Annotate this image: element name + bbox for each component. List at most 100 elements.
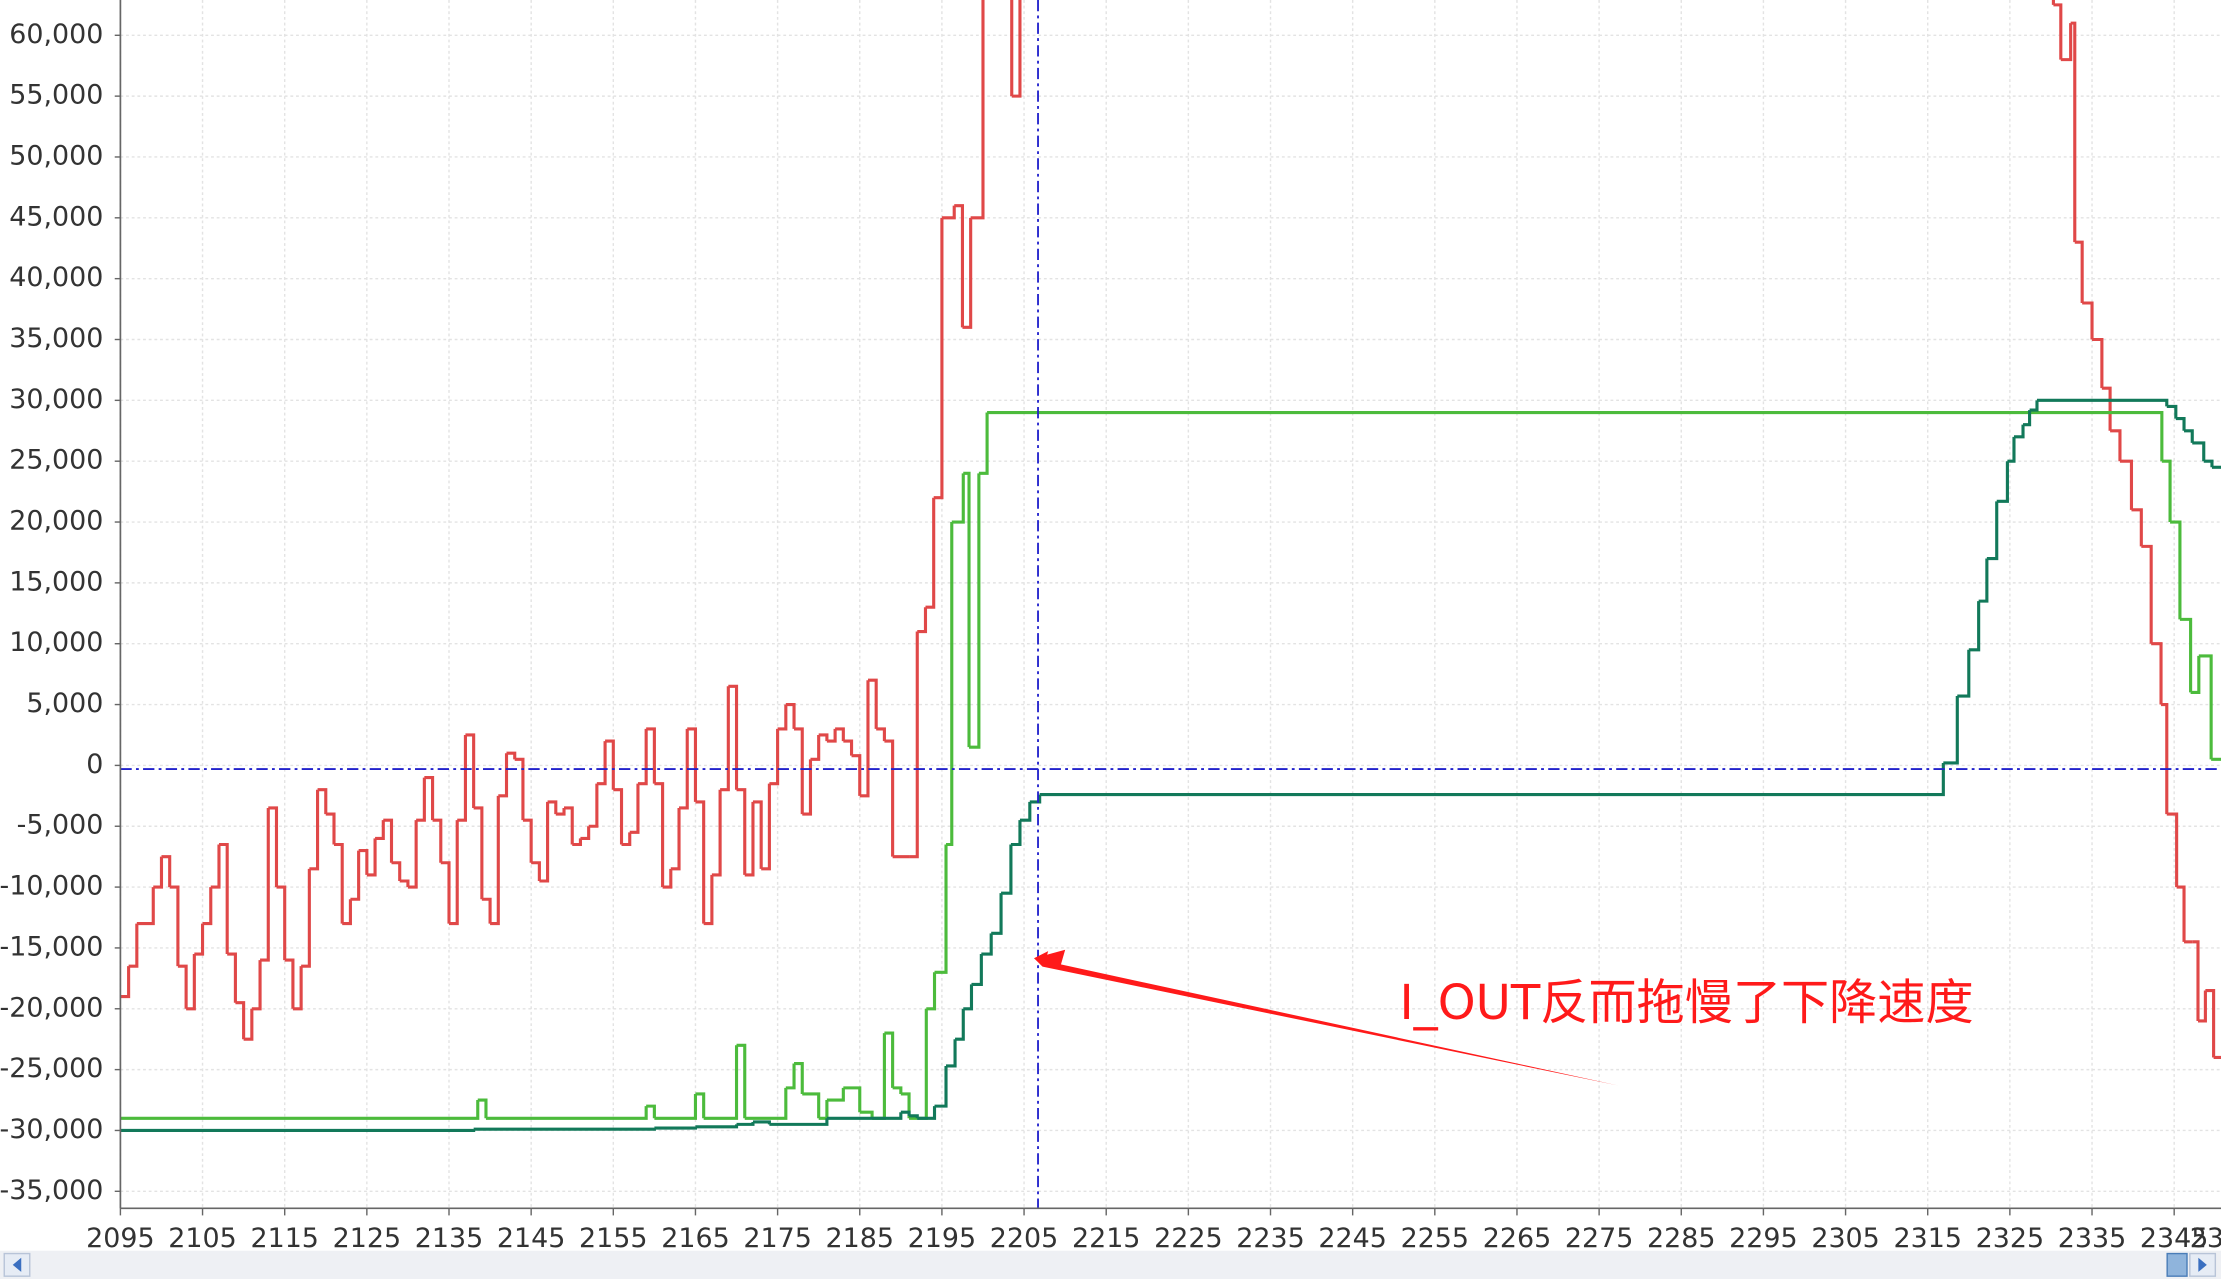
series-step (243, 1008, 254, 1041)
series-step (292, 966, 303, 1011)
series-step (1943, 696, 1959, 765)
series-step (736, 1043, 747, 1119)
series-step (235, 1001, 246, 1040)
series-step (572, 838, 583, 847)
series-step (432, 818, 443, 863)
x-tick-label: 2335 (2058, 1223, 2126, 1254)
series-step (1957, 649, 1971, 698)
series-step (892, 1086, 903, 1094)
x-tick-label: 2265 (1483, 1223, 1551, 1254)
y-tick-label: 60,000 (9, 19, 103, 50)
series-layer (120, 0, 2221, 1133)
series-step (268, 806, 279, 888)
series-step (2101, 386, 2112, 431)
series-step (485, 1106, 648, 1120)
y-tick-label: 40,000 (9, 262, 103, 293)
series-step (925, 497, 936, 609)
series-step (177, 964, 188, 1009)
y-tick-label: 35,000 (9, 323, 103, 354)
series-step (2166, 404, 2178, 419)
series-step (440, 861, 451, 924)
series-step (1029, 794, 1042, 804)
x-tick-label: 2275 (1565, 1223, 1633, 1254)
series-step (2029, 400, 2039, 412)
y-tick-label: -15,000 (0, 931, 103, 962)
y-tick-label: -5,000 (17, 810, 104, 841)
x-tick-label: 2175 (743, 1223, 811, 1254)
series-step (260, 807, 270, 962)
series-step (194, 923, 205, 956)
series-step (477, 1098, 488, 1119)
series-step (909, 1114, 919, 1119)
series-step (987, 410, 2164, 462)
series-step (416, 777, 426, 822)
annotation-text: I_OUT反而拖慢了下降速度 (1399, 975, 1973, 1031)
series-step (884, 1031, 895, 1088)
series-step (1968, 601, 1981, 652)
series-step (2070, 21, 2077, 243)
series-step (843, 739, 854, 756)
series-step (2110, 429, 2122, 462)
series-step (514, 757, 525, 821)
series-step (703, 1045, 739, 1120)
series-step (547, 800, 558, 815)
series-step (375, 820, 385, 840)
series-step (391, 861, 402, 882)
series-step (465, 733, 476, 808)
series-step (752, 800, 763, 869)
series-step (498, 753, 509, 798)
series-step (2023, 410, 2032, 427)
scrollbar-track (0, 1250, 2221, 1279)
series-step (2179, 617, 2193, 693)
series-step (2092, 337, 2104, 389)
series-step (744, 1087, 788, 1120)
series-step (128, 923, 139, 968)
x-tick-label: 2185 (826, 1223, 894, 1254)
series-step (971, 954, 983, 986)
series-step (301, 868, 311, 968)
series-step (383, 818, 394, 863)
series-step (120, 966, 131, 999)
series-step (564, 806, 574, 845)
series-step (859, 680, 870, 798)
series-step (481, 897, 492, 924)
series-step (654, 782, 665, 888)
plot-area (120, 0, 2221, 1209)
series-step (835, 727, 845, 742)
series-step (851, 754, 862, 796)
series-step (580, 826, 591, 840)
ticks: 60,000 55,000 50,000 45,000 40,000 35,000 30,0… (0, 19, 2221, 1254)
y-tick-label: -30,000 (0, 1114, 103, 1145)
x-tick-label: 2095 (86, 1223, 154, 1254)
series-step (2161, 459, 2172, 523)
x-tick-label: 2125 (333, 1223, 401, 1254)
series-step (2131, 508, 2143, 547)
series-step (218, 842, 229, 955)
series-step (366, 838, 377, 877)
series-step (350, 850, 361, 901)
series-step (555, 807, 566, 816)
x-tick-label: 2215 (1072, 1223, 1140, 1254)
series-step (169, 885, 180, 967)
series-step (227, 952, 237, 1003)
series-step (1010, 0, 1014, 97)
series-step (962, 217, 973, 329)
series-step (637, 728, 648, 786)
series-step (843, 1086, 862, 1113)
x-tick-label: 2205 (990, 1223, 1058, 1254)
series-step (695, 800, 706, 924)
x-tick-label: 2155 (579, 1223, 647, 1254)
series-step (736, 788, 747, 875)
y-tick-label: 10,000 (9, 627, 103, 658)
y-tick-label: 20,000 (9, 506, 103, 537)
series-step (703, 874, 714, 926)
series-step (449, 820, 459, 926)
series-step (826, 728, 837, 743)
series-step (153, 856, 164, 889)
y-tick-label: 0 (86, 749, 103, 780)
series-step (2074, 240, 2084, 303)
series-step (728, 684, 739, 790)
series-step (629, 783, 640, 834)
scroll-thumb[interactable] (2166, 1252, 2188, 1277)
